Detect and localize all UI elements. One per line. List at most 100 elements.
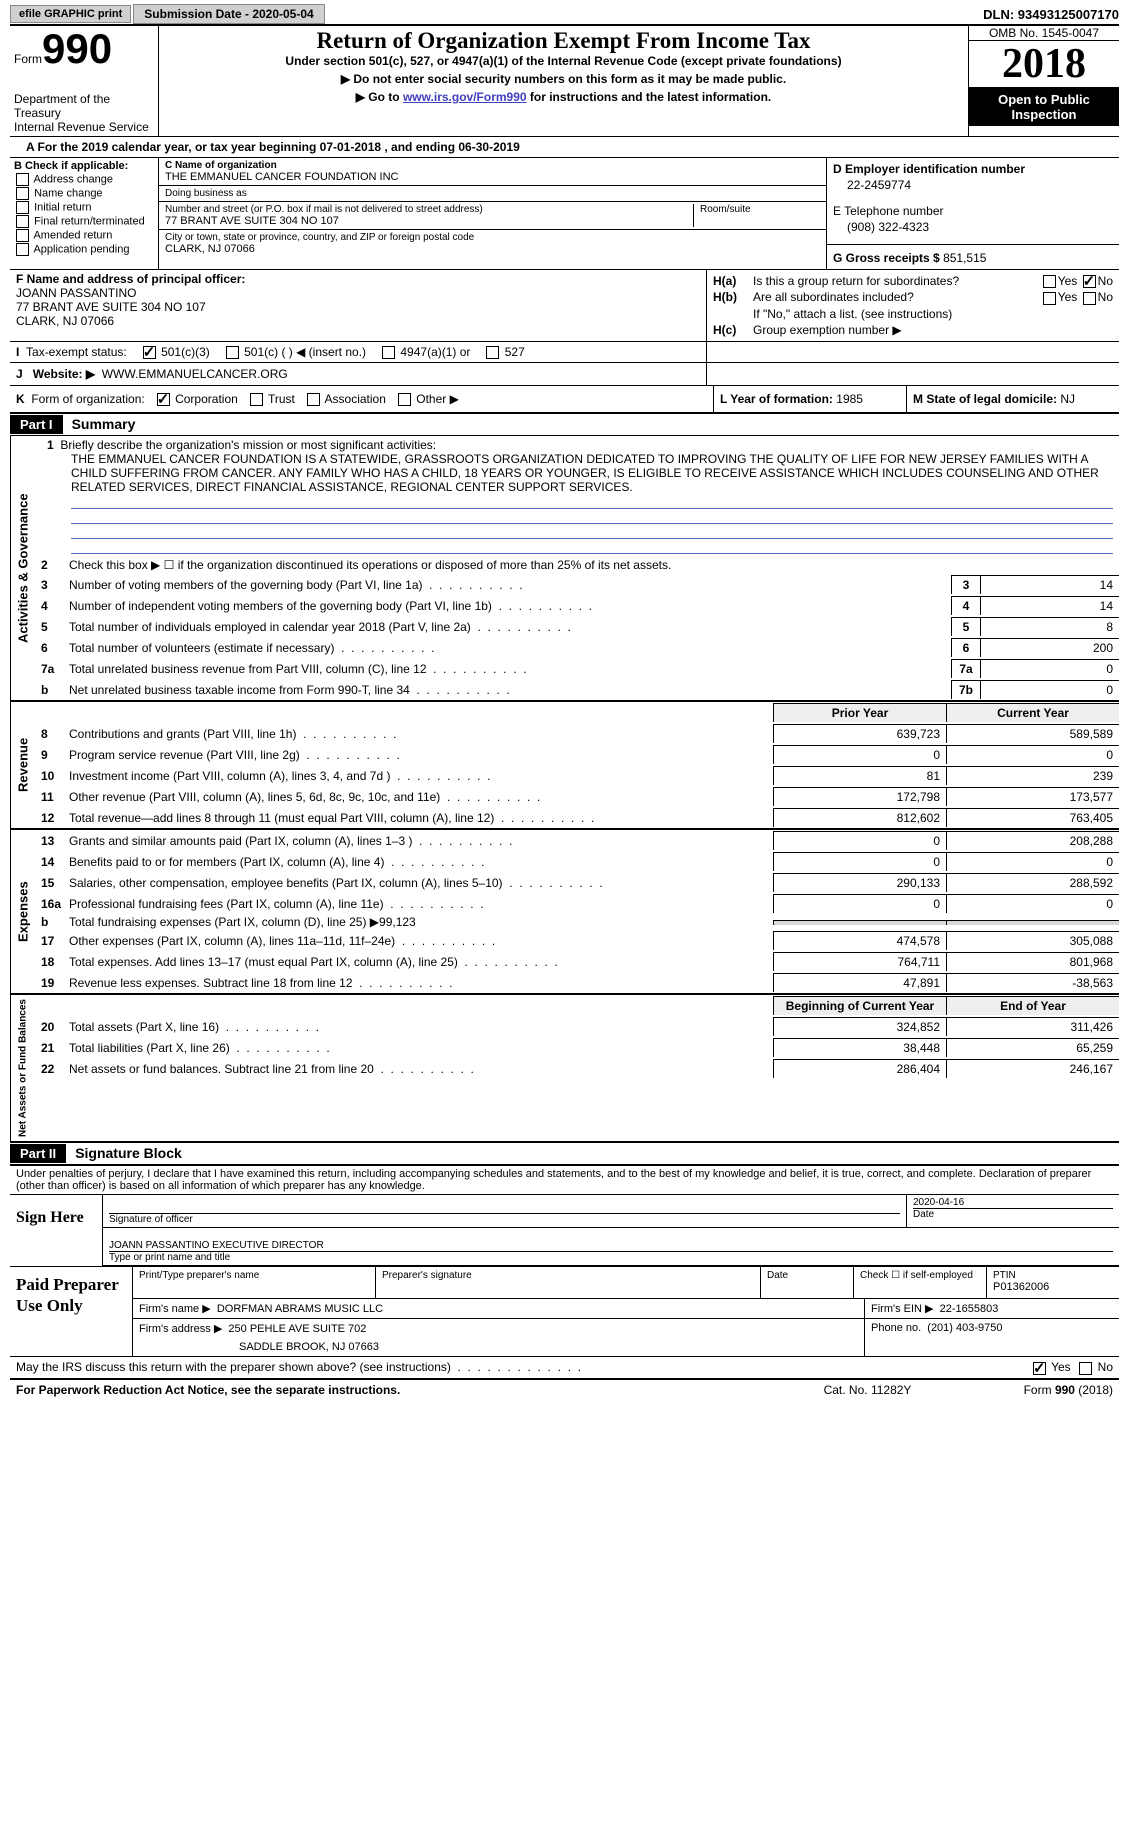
summary-line-9: 9 Program service revenue (Part VIII, li…	[35, 744, 1119, 765]
section-bcd: B Check if applicable: Address change Na…	[10, 158, 1119, 270]
cb-ha-yes[interactable]	[1043, 275, 1056, 288]
k-text: Form of organization:	[31, 392, 144, 406]
section-activities-governance: Activities & Governance 1 Briefly descri…	[10, 436, 1119, 702]
summary-line-8: 8 Contributions and grants (Part VIII, l…	[35, 723, 1119, 744]
cb-corp[interactable]	[157, 393, 170, 406]
cb-final-return[interactable]	[16, 215, 29, 228]
discuss-text: May the IRS discuss this return with the…	[16, 1360, 1031, 1374]
lbl-address-change: Address change	[33, 173, 113, 185]
prior-year-header: Prior Year	[773, 703, 946, 722]
lbl-app-pending: Application pending	[33, 243, 129, 255]
line-2-text: Check this box ▶ ☐ if the organization d…	[69, 558, 1119, 572]
summary-line-7b: b Net unrelated business taxable income …	[35, 679, 1119, 700]
firm-addr2: SADDLE BROOK, NJ 07663	[139, 1335, 858, 1353]
tab-net-assets: Net Assets or Fund Balances	[10, 995, 35, 1141]
bottom-bar: For Paperwork Reduction Act Notice, see …	[10, 1378, 1119, 1400]
form-note-link: ▶ Go to www.irs.gov/Form990 for instruct…	[163, 90, 964, 104]
firm-name-label: Firm's name ▶	[139, 1303, 211, 1315]
hc-text: Group exemption number ▶	[753, 323, 1113, 337]
section-h: H(a) Is this a group return for subordin…	[707, 270, 1119, 341]
summary-line-16a: 16a Professional fundraising fees (Part …	[35, 893, 1119, 914]
omb-number: OMB No. 1545-0047	[969, 26, 1119, 40]
j-text: Website: ▶	[33, 367, 95, 381]
irs-link[interactable]: www.irs.gov/Form990	[403, 90, 527, 104]
hc-label: H(c)	[713, 323, 753, 337]
gross-value: 851,515	[943, 251, 986, 265]
part-1-header-row: Part I Summary	[10, 414, 1119, 436]
cb-hb-yes[interactable]	[1043, 292, 1056, 305]
officer-name: JOANN PASSANTINO	[16, 286, 700, 300]
tab-expenses: Expenses	[10, 830, 35, 993]
ha-text: Is this a group return for subordinates?	[753, 274, 1041, 288]
tel-value: (908) 322-4323	[833, 220, 1113, 234]
cb-4947[interactable]	[382, 346, 395, 359]
summary-line-3: 3 Number of voting members of the govern…	[35, 574, 1119, 595]
cb-assoc[interactable]	[307, 393, 320, 406]
org-name-label: C Name of organization	[165, 160, 820, 171]
room-label: Room/suite	[700, 204, 820, 215]
summary-line-19: 19 Revenue less expenses. Subtract line …	[35, 972, 1119, 993]
summary-line-10: 10 Investment income (Part VIII, column …	[35, 765, 1119, 786]
cb-ha-no[interactable]	[1083, 275, 1096, 288]
mission-rule	[71, 509, 1113, 524]
ha-label: H(a)	[713, 274, 753, 288]
section-b-label: B Check if applicable:	[14, 160, 154, 172]
mission-rule	[71, 524, 1113, 539]
firm-ein-label: Firm's EIN ▶	[871, 1303, 934, 1315]
open-to-public: Open to Public Inspection	[969, 88, 1119, 126]
cb-hb-no[interactable]	[1083, 292, 1096, 305]
officer-addr2: CLARK, NJ 07066	[16, 314, 700, 328]
officer-addr1: 77 BRANT AVE SUITE 304 NO 107	[16, 300, 700, 314]
ha-yes-label: Yes	[1058, 274, 1078, 288]
dept-irs: Internal Revenue Service	[14, 120, 154, 134]
ein-value: 22-2459774	[833, 178, 1113, 192]
part-2-header-row: Part II Signature Block	[10, 1143, 1119, 1165]
cb-trust[interactable]	[250, 393, 263, 406]
lbl-final-return: Final return/terminated	[34, 215, 145, 227]
cb-initial-return[interactable]	[16, 201, 29, 214]
cb-app-pending[interactable]	[16, 243, 29, 256]
section-b: B Check if applicable: Address change Na…	[10, 158, 159, 269]
l-year-label: L Year of formation:	[720, 392, 833, 406]
cb-name-change[interactable]	[16, 187, 29, 200]
row-j: J Website: ▶ WWW.EMMANUELCANCER.ORG	[10, 363, 1119, 386]
j-label: J	[16, 367, 23, 381]
form-note-ssn: ▶ Do not enter social security numbers o…	[163, 72, 964, 86]
row-k: K Form of organization: Corporation Trus…	[10, 386, 1119, 414]
mission-rule	[71, 539, 1113, 554]
part-2-title: Signature Block	[75, 1145, 182, 1161]
row-i: I Tax-exempt status: 501(c)(3) 501(c) ( …	[10, 342, 1119, 363]
summary-line-15: 15 Salaries, other compensation, employe…	[35, 872, 1119, 893]
cb-501c3[interactable]	[143, 346, 156, 359]
paperwork-notice: For Paperwork Reduction Act Notice, see …	[16, 1383, 824, 1397]
check-self-employed: Check ☐ if self-employed	[860, 1270, 980, 1281]
officer-label: F Name and address of principal officer:	[16, 272, 700, 286]
cb-discuss-yes[interactable]	[1033, 1362, 1046, 1375]
summary-line-b: b Total fundraising expenses (Part IX, c…	[35, 914, 1119, 930]
opt-527: 527	[505, 345, 525, 359]
cb-discuss-no[interactable]	[1079, 1362, 1092, 1375]
cb-amended-return[interactable]	[16, 229, 29, 242]
cb-other[interactable]	[398, 393, 411, 406]
efile-print-button[interactable]: efile GRAPHIC print	[10, 5, 131, 23]
opt-assoc: Association	[325, 392, 386, 406]
paid-preparer-label: Paid Preparer Use Only	[10, 1267, 132, 1356]
cb-527[interactable]	[486, 346, 499, 359]
cb-501c[interactable]	[226, 346, 239, 359]
dept-treasury: Department of the Treasury	[14, 92, 154, 120]
type-name-label: Type or print name and title	[109, 1252, 1113, 1263]
ha-no-label: No	[1098, 274, 1113, 288]
cb-address-change[interactable]	[16, 173, 29, 186]
opt-501c3: 501(c)(3)	[161, 345, 210, 359]
top-bar: efile GRAPHIC print Submission Date - 20…	[10, 4, 1119, 24]
summary-line-22: 22 Net assets or fund balances. Subtract…	[35, 1058, 1119, 1079]
summary-line-18: 18 Total expenses. Add lines 13–17 (must…	[35, 951, 1119, 972]
summary-line-20: 20 Total assets (Part X, line 16) . . . …	[35, 1016, 1119, 1037]
ein-label: D Employer identification number	[833, 162, 1113, 176]
eoy-header: End of Year	[946, 996, 1119, 1015]
tab-revenue: Revenue	[10, 702, 35, 828]
firm-addr1: 250 PEHLE AVE SUITE 702	[228, 1323, 366, 1335]
sig-date-value: 2020-04-16	[913, 1197, 1113, 1208]
section-net-assets: Net Assets or Fund Balances Beginning of…	[10, 995, 1119, 1143]
discuss-no-label: No	[1098, 1360, 1113, 1374]
